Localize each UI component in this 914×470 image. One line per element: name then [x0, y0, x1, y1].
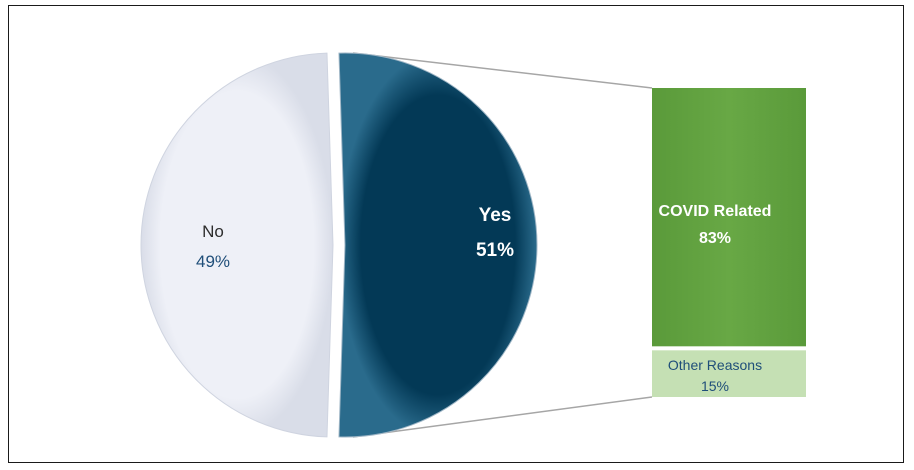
slice-value-yes: 51% [476, 240, 514, 261]
slice-value-no: 49% [196, 252, 230, 271]
connector-line-top [352, 52, 653, 89]
bar-segment-other-reasons [652, 350, 806, 397]
segment-label-covid-related: COVID Related [659, 203, 772, 220]
segment-value-other-reasons: 15% [701, 378, 729, 394]
pie-slice-yes [338, 52, 538, 438]
pie-slice-no [140, 52, 334, 438]
segment-value-covid-related: 83% [699, 230, 731, 247]
slice-label-yes: Yes [479, 205, 512, 226]
connector-line-bottom [352, 396, 653, 438]
bar-segment-covid-related [652, 88, 806, 347]
slice-label-no: No [202, 222, 224, 241]
segment-label-other-reasons: Other Reasons [668, 357, 762, 373]
